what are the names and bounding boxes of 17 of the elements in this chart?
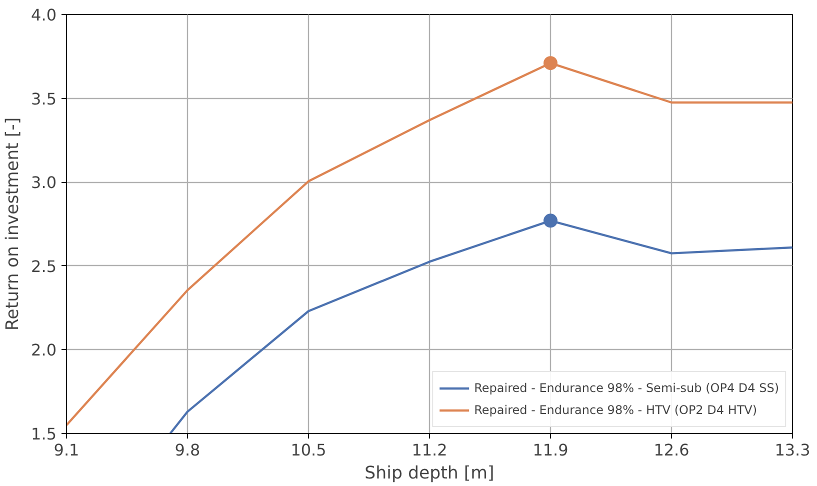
y-tick-label: 2.5 [31,256,57,276]
x-tick-label: 12.6 [654,440,690,460]
x-tick-label: 11.9 [532,440,568,460]
legend-label: Repaired - Endurance 98% - HTV (OP2 D4 HTV) [474,403,758,417]
x-tick-label: 13.3 [774,440,810,460]
x-tick-label: 9.1 [54,440,80,460]
y-tick-label: 3.5 [31,89,57,108]
x-tick-label: 9.8 [174,440,200,460]
x-tick-label: 11.2 [412,440,448,460]
x-tick-label: 10.5 [290,440,326,460]
y-tick-label: 2.0 [31,340,57,360]
y-tick-label: 4.0 [31,6,57,24]
y-tick-label: 1.5 [31,424,57,444]
x-axis-title: Ship depth [m] [364,464,494,484]
legend-label: Repaired - Endurance 98% - Semi-sub (OP4 D4 SS) [474,381,779,395]
y-axis-title: Return on investment [-] [3,117,24,331]
y-tick-label: 3.0 [31,173,57,192]
